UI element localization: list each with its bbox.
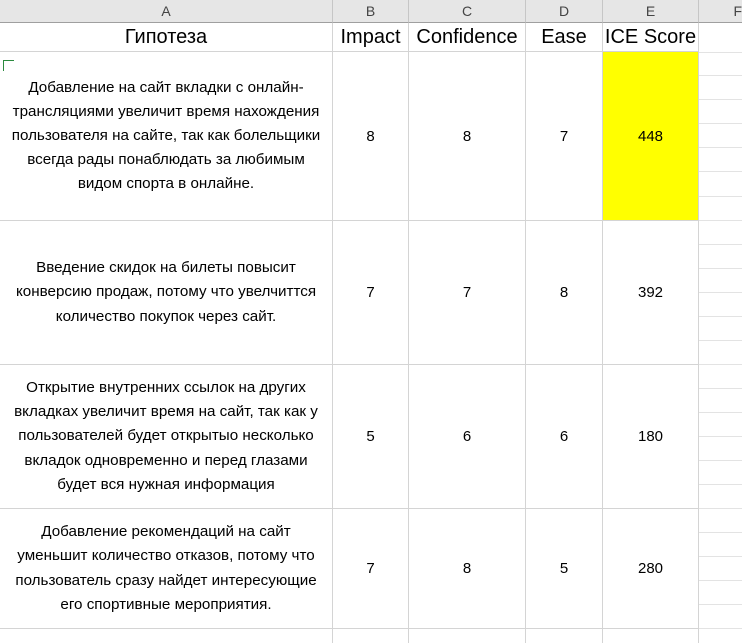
column-f-gridline xyxy=(699,123,742,124)
column-f-gridline xyxy=(699,52,742,53)
impact-cell-1[interactable]: 8 xyxy=(333,52,409,221)
column-header-d[interactable]: D xyxy=(526,0,603,23)
confidence-cell-1[interactable]: 8 xyxy=(409,52,526,221)
column-header-f[interactable]: F xyxy=(699,0,742,23)
ease-cell-3[interactable]: 6 xyxy=(526,365,603,509)
header-cell-impact[interactable]: Impact xyxy=(333,23,409,52)
ease-cell-4[interactable]: 5 xyxy=(526,509,603,629)
column-f-gridline xyxy=(699,75,742,76)
empty-cell-c5[interactable] xyxy=(409,629,526,643)
column-f-gridline xyxy=(699,244,742,245)
column-f-gridline xyxy=(699,508,742,509)
header-cell-ease[interactable]: Ease xyxy=(526,23,603,52)
ice-score-cell-2[interactable]: 392 xyxy=(603,221,699,365)
empty-cell-d5[interactable] xyxy=(526,629,603,643)
ice-score-cell-4[interactable]: 280 xyxy=(603,509,699,629)
ice-score-cell-1[interactable]: 448 xyxy=(603,52,699,221)
column-f-gridline xyxy=(699,268,742,269)
column-f-gridline xyxy=(699,628,742,629)
column-f-gridline xyxy=(699,196,742,197)
confidence-cell-4[interactable]: 8 xyxy=(409,509,526,629)
column-f-gridline xyxy=(699,171,742,172)
column-f-gridline xyxy=(699,220,742,221)
ease-cell-1[interactable]: 7 xyxy=(526,52,603,221)
confidence-cell-3[interactable]: 6 xyxy=(409,365,526,509)
ease-cell-2[interactable]: 8 xyxy=(526,221,603,365)
empty-cell-a5[interactable] xyxy=(0,629,333,643)
column-f-gridline xyxy=(699,364,742,365)
hypothesis-cell-1[interactable]: Добавление на сайт вкладки с онлайн-тран… xyxy=(0,52,333,221)
hypothesis-cell-4[interactable]: Добавление рекомендаций на сайт уменьшит… xyxy=(0,509,333,629)
column-f-gridline xyxy=(699,580,742,581)
column-header-e[interactable]: E xyxy=(603,0,699,23)
confidence-cell-2[interactable]: 7 xyxy=(409,221,526,365)
column-f-gridline xyxy=(699,316,742,317)
impact-cell-4[interactable]: 7 xyxy=(333,509,409,629)
column-f-gridline xyxy=(699,484,742,485)
error-indicator-marker xyxy=(3,60,14,71)
column-f-gridline xyxy=(699,388,742,389)
hypothesis-cell-3[interactable]: Открытие внутренних ссылок на других вкл… xyxy=(0,365,333,509)
column-f-gridline xyxy=(699,99,742,100)
header-cell-confidence[interactable]: Confidence xyxy=(409,23,526,52)
ice-score-cell-3[interactable]: 180 xyxy=(603,365,699,509)
empty-cell-b5[interactable] xyxy=(333,629,409,643)
column-f-gridline xyxy=(699,292,742,293)
header-cell-hypothesis[interactable]: Гипотеза xyxy=(0,23,333,52)
column-header-c[interactable]: C xyxy=(409,0,526,23)
column-f-gridline xyxy=(699,604,742,605)
column-f-gridline xyxy=(699,412,742,413)
column-f-gridline xyxy=(699,556,742,557)
hypothesis-cell-2[interactable]: Введение скидок на билеты повысит конвер… xyxy=(0,221,333,365)
header-cell-ice-score[interactable]: ICE Score xyxy=(603,23,699,52)
column-header-a[interactable]: A xyxy=(0,0,333,23)
column-f-gridline xyxy=(699,340,742,341)
column-f-gridline xyxy=(699,147,742,148)
column-header-b[interactable]: B xyxy=(333,0,409,23)
column-f-gridline xyxy=(699,460,742,461)
impact-cell-3[interactable]: 5 xyxy=(333,365,409,509)
empty-cell-e5[interactable] xyxy=(603,629,699,643)
column-f-gridline xyxy=(699,532,742,533)
column-f-gridline xyxy=(699,436,742,437)
impact-cell-2[interactable]: 7 xyxy=(333,221,409,365)
